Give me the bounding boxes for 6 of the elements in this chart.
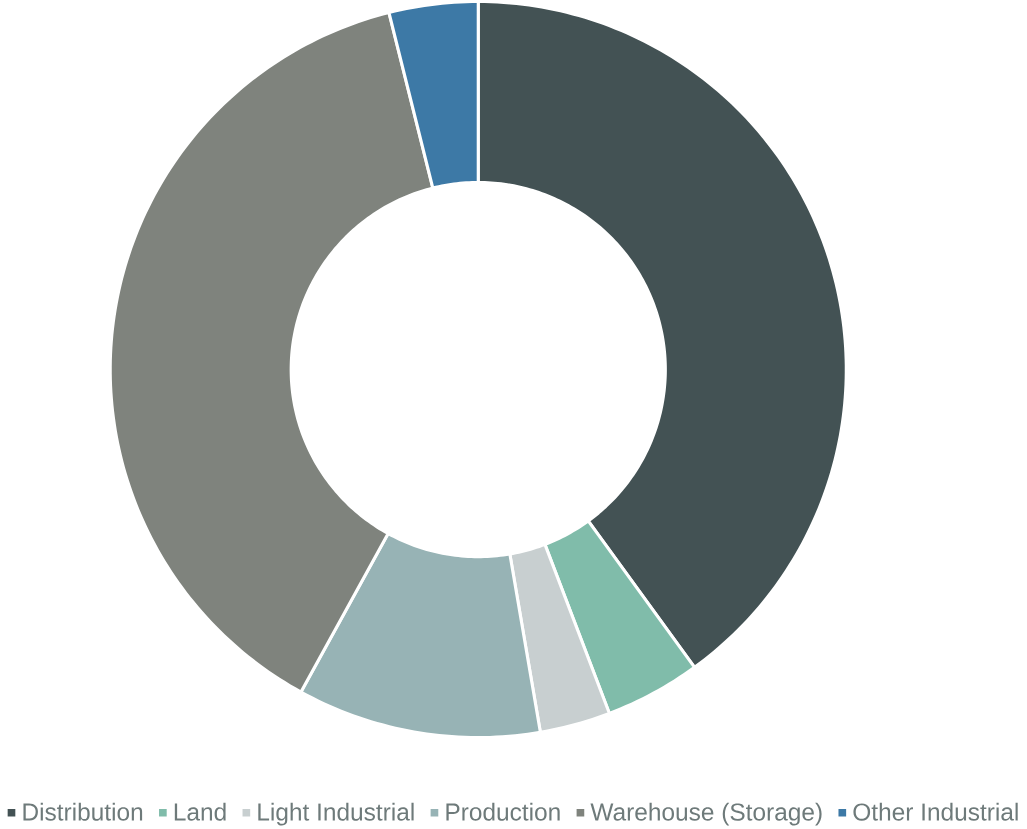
legend-label: Distribution [23,802,143,821]
legend-label: Warehouse (Storage) [590,802,822,826]
legend-label: Land [174,802,226,821]
legend-label: Other Industrial [853,802,1018,821]
legend-label: Light Industrial [258,802,414,826]
legend-label: Production [446,802,560,821]
